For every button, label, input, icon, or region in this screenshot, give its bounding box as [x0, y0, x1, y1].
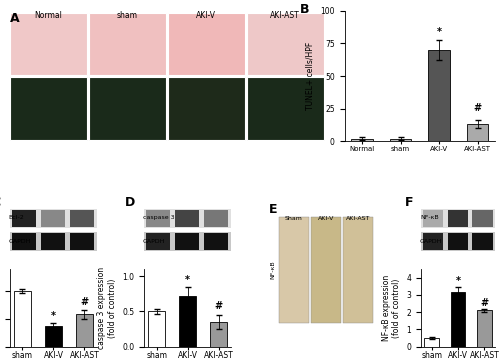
Text: NF-κB: NF-κB: [420, 215, 438, 220]
Bar: [204, 233, 228, 250]
Bar: [448, 233, 468, 250]
Text: Bcl-2: Bcl-2: [8, 215, 24, 220]
Bar: [176, 210, 199, 227]
Bar: [146, 210, 170, 227]
Bar: [342, 217, 372, 323]
Y-axis label: caspase 3 expression
(fold of control): caspase 3 expression (fold of control): [98, 267, 116, 349]
Text: #: #: [214, 301, 222, 312]
Bar: [421, 232, 495, 251]
Bar: [179, 296, 196, 347]
Bar: [148, 312, 165, 347]
Bar: [70, 233, 94, 250]
Bar: [472, 233, 492, 250]
Bar: [42, 233, 65, 250]
Text: *: *: [51, 311, 56, 321]
Bar: [247, 13, 324, 75]
Text: F: F: [405, 196, 413, 209]
Text: AKI-AST: AKI-AST: [346, 216, 370, 221]
Bar: [247, 77, 324, 140]
Text: *: *: [436, 27, 442, 37]
Bar: [144, 232, 231, 251]
Bar: [10, 13, 86, 75]
Bar: [168, 13, 244, 75]
Bar: [311, 217, 341, 323]
Text: B: B: [300, 3, 309, 16]
Text: GAPDH: GAPDH: [142, 239, 165, 244]
Y-axis label: TUNEL+ cells/HPF: TUNEL+ cells/HPF: [306, 42, 315, 110]
Bar: [423, 233, 444, 250]
Bar: [89, 13, 166, 75]
Bar: [12, 233, 36, 250]
Bar: [10, 232, 97, 251]
Text: #: #: [474, 103, 482, 113]
Bar: [10, 209, 97, 228]
Bar: [42, 210, 65, 227]
Text: AKI-V: AKI-V: [318, 216, 334, 221]
Bar: [45, 326, 62, 347]
Text: GAPDH: GAPDH: [420, 239, 442, 244]
Bar: [451, 292, 466, 347]
Text: NF-κB: NF-κB: [270, 261, 275, 279]
Bar: [204, 210, 228, 227]
Text: *: *: [185, 275, 190, 285]
Text: Normal: Normal: [34, 12, 62, 21]
Text: *: *: [456, 277, 460, 286]
Bar: [448, 210, 468, 227]
Text: GAPDH: GAPDH: [8, 239, 31, 244]
Bar: [421, 209, 495, 228]
Bar: [144, 209, 231, 228]
Bar: [352, 139, 372, 142]
Bar: [12, 210, 36, 227]
Bar: [146, 233, 170, 250]
Bar: [89, 77, 166, 140]
Bar: [472, 210, 492, 227]
Text: E: E: [268, 203, 277, 216]
Y-axis label: NF-κB expression
(fold of control): NF-κB expression (fold of control): [382, 275, 401, 341]
Text: #: #: [480, 298, 488, 308]
Bar: [168, 77, 244, 140]
Bar: [390, 139, 411, 142]
Text: AKI-V: AKI-V: [196, 12, 216, 21]
Text: D: D: [125, 196, 136, 209]
Bar: [424, 338, 439, 347]
Bar: [428, 50, 450, 142]
Text: AKI-AST: AKI-AST: [270, 12, 300, 21]
Text: #: #: [80, 297, 88, 307]
Text: caspase 3: caspase 3: [142, 215, 174, 220]
Bar: [477, 310, 492, 347]
Bar: [210, 322, 227, 347]
Bar: [10, 77, 86, 140]
Bar: [76, 314, 93, 347]
Bar: [423, 210, 444, 227]
Bar: [467, 125, 488, 142]
Text: Sham: Sham: [285, 216, 303, 221]
Bar: [70, 210, 94, 227]
Bar: [14, 291, 31, 347]
Bar: [279, 217, 309, 323]
Text: sham: sham: [116, 12, 138, 21]
Text: A: A: [10, 12, 20, 25]
Bar: [176, 233, 199, 250]
